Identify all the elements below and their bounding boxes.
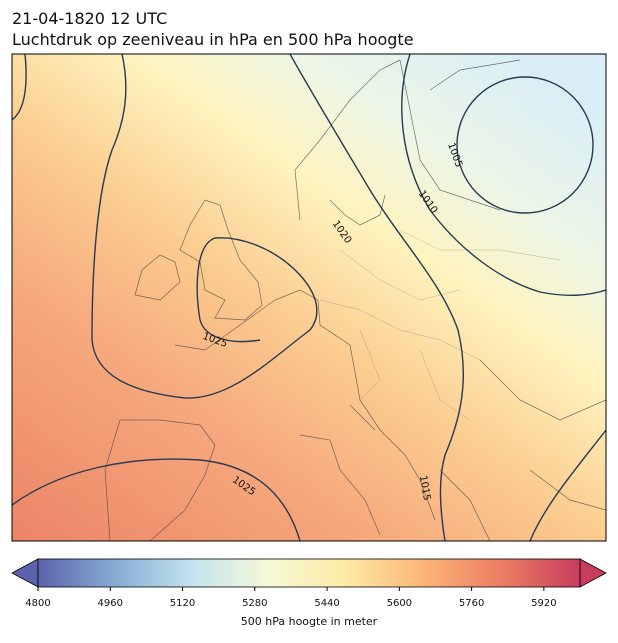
title: Luchtdruk op zeeniveau in hPa en 500 hPa… — [12, 30, 414, 49]
coastlines — [104, 59, 606, 541]
colorbar-tick-label: 5120 — [170, 598, 195, 609]
colorbar-tick-label: 5280 — [242, 598, 267, 609]
map — [12, 54, 606, 541]
colorbar-label: 500 hPa hoogte in meter — [241, 615, 378, 628]
colorbar-tick-label: 5440 — [314, 598, 339, 609]
colorbar-tick-label: 5600 — [387, 598, 412, 609]
colorbar-tick-label: 5920 — [531, 598, 556, 609]
contour-label: 1015 — [417, 475, 432, 502]
colorbar: 4800 4960 5120 5280 5440 5600 5760 5920 — [11, 558, 607, 609]
colorbar-body — [37, 558, 581, 588]
isobars — [12, 54, 606, 541]
colorbar-tick-label: 4800 — [25, 598, 50, 609]
colorbar-extend-high — [579, 558, 607, 588]
height-field — [12, 54, 606, 541]
colorbar-tick-label: 4960 — [98, 598, 123, 609]
map-frame — [11, 53, 607, 542]
colorbar-tick-label: 5760 — [459, 598, 484, 609]
colorbar-extend-low — [11, 558, 39, 588]
date: 21-04-1820 12 UTC — [12, 9, 167, 28]
